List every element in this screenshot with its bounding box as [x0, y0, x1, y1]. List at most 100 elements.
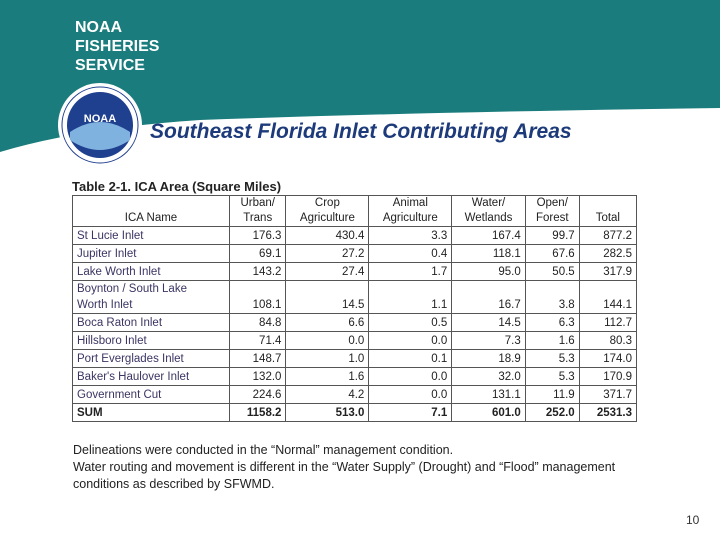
- row-label: Boynton / South Lake Worth Inlet: [72, 280, 230, 314]
- cell: 132.0: [228, 367, 287, 386]
- cell: 71.4: [228, 331, 287, 350]
- cell: 0.0: [285, 331, 370, 350]
- row-label: Jupiter Inlet: [72, 244, 230, 263]
- cell: 4.2: [285, 385, 370, 404]
- table-row: St Lucie Inlet 176.3 430.4 3.3 167.4 99.7 877.…: [72, 226, 638, 245]
- cell: 0.0: [368, 367, 453, 386]
- table-row: Hillsboro Inlet 71.4 0.0 0.0 7.3 1.6 80.3: [72, 331, 638, 350]
- cell: 14.5: [285, 280, 370, 314]
- cell: 1.1: [368, 280, 453, 314]
- cell: 513.0: [285, 403, 370, 422]
- cell: 1.6: [524, 331, 580, 350]
- row-label: Baker's Haulover Inlet: [72, 367, 230, 386]
- logo-line: FISHERIES: [75, 38, 160, 55]
- column-header: Water/Wetlands: [451, 195, 526, 227]
- cell: 0.5: [368, 313, 453, 332]
- column-header: ICA Name: [72, 195, 230, 227]
- logo-line: SERVICE: [75, 57, 145, 74]
- header-line: Agriculture: [382, 212, 438, 224]
- table-caption: Table 2-1. ICA Area (Square Miles): [72, 179, 282, 194]
- cell: 5.3: [524, 349, 580, 368]
- note: Delineations were conducted in the “Norm…: [73, 443, 454, 457]
- cell: 27.4: [285, 262, 370, 281]
- table-row: Government Cut 224.6 4.2 0.0 131.1 11.9 371.7: [72, 385, 638, 404]
- cell: 252.0: [524, 403, 580, 422]
- cell: 0.4: [368, 244, 453, 263]
- logo-line: NOAA: [75, 19, 123, 36]
- row-label: Government Cut: [72, 385, 230, 404]
- cell: 69.1: [228, 244, 287, 263]
- emblem-text: NOAA: [84, 113, 116, 125]
- cell: 877.2: [578, 226, 638, 245]
- cell: 6.6: [285, 313, 370, 332]
- cell: 80.3: [578, 331, 638, 350]
- page-number: 10: [686, 513, 700, 527]
- cell: 32.0: [451, 367, 526, 386]
- table-row: Boynton / South Lake Worth Inlet 108.1 14.…: [72, 280, 638, 314]
- table-row: Lake Worth Inlet 143.2 27.4 1.7 95.0 50.5 317.…: [72, 262, 638, 281]
- column-header: Animal Agriculture: [368, 195, 453, 227]
- cell: 7.1: [368, 403, 453, 422]
- table-row: Baker's Haulover Inlet 132.0 1.6 0.0 32.0 5.3…: [72, 367, 638, 386]
- column-header: Crop Agriculture: [285, 195, 370, 227]
- cell: 131.1: [451, 385, 526, 404]
- header-line: Forest: [535, 212, 569, 224]
- table-row: Boca Raton Inlet 84.8 6.6 0.5 14.5 6.3 112.7: [72, 313, 638, 332]
- cell: 67.6: [524, 244, 580, 263]
- cell: 174.0: [578, 349, 638, 368]
- cell: 317.9: [578, 262, 638, 281]
- row-label: SUM: [72, 403, 230, 422]
- cell: 18.9: [451, 349, 526, 368]
- header-line: Wetlands: [464, 212, 513, 224]
- cell: 0.1: [368, 349, 453, 368]
- header-line: Crop: [314, 197, 340, 209]
- cell: 95.0: [451, 262, 526, 281]
- table-row: SUM 1158.2 513.0 7.1 601.0 252.0 2531.3: [72, 403, 638, 422]
- cell: 143.2: [228, 262, 287, 281]
- cell: 3.8: [524, 280, 580, 314]
- slide-title: Southeast Florida Inlet Contributing Are…: [150, 120, 572, 143]
- table-row: Jupiter Inlet 69.1 27.2 0.4 118.1 67.6 282.5: [72, 244, 638, 263]
- cell: 5.3: [524, 367, 580, 386]
- cell: 2531.3: [578, 403, 638, 422]
- header-line: Animal: [392, 197, 428, 209]
- cell: 148.7: [228, 349, 287, 368]
- note: Water routing and movement is different …: [73, 460, 616, 491]
- column-header: Open/Forest: [524, 195, 580, 227]
- cell: 601.0: [451, 403, 526, 422]
- cell: 430.4: [285, 226, 370, 245]
- cell: 7.3: [451, 331, 526, 350]
- header-line: Trans: [243, 212, 273, 224]
- cell: 14.5: [451, 313, 526, 332]
- cell: 6.3: [524, 313, 580, 332]
- cell: 144.1: [578, 280, 638, 314]
- table-row: Port Everglades Inlet 148.7 1.0 0.1 18.9 5.3 1…: [72, 349, 638, 368]
- cell: 27.2: [285, 244, 370, 263]
- row-label: Boca Raton Inlet: [72, 313, 230, 332]
- cell: 0.0: [368, 385, 453, 404]
- row-label: Port Everglades Inlet: [72, 349, 230, 368]
- header-line: Agriculture: [299, 212, 355, 224]
- header-line: Water/: [471, 197, 506, 209]
- column-header: Urban/Trans: [228, 195, 287, 227]
- cell: 167.4: [451, 226, 526, 245]
- cell: 170.9: [578, 367, 638, 386]
- cell: 371.7: [578, 385, 638, 404]
- row-label: Hillsboro Inlet: [72, 331, 230, 350]
- cell: 224.6: [228, 385, 287, 404]
- cell: 84.8: [228, 313, 287, 332]
- logo: NOAA FISHERIES SERVICE: [75, 18, 159, 75]
- header-line: Open/: [536, 197, 568, 209]
- cell: 176.3: [228, 226, 287, 245]
- cell: 1158.2: [228, 403, 287, 422]
- cell: 282.5: [578, 244, 638, 263]
- cell: 1.0: [285, 349, 370, 368]
- cell: 0.0: [368, 331, 453, 350]
- cell: 11.9: [524, 385, 580, 404]
- notes: Delineations were conducted in the “Norm…: [73, 442, 633, 493]
- row-label: St Lucie Inlet: [72, 226, 230, 245]
- header-line: ICA Name: [124, 212, 178, 224]
- cell: 112.7: [578, 313, 638, 332]
- data-table: ICA Name Urban/Trans Crop Agriculture Animal…: [72, 195, 638, 422]
